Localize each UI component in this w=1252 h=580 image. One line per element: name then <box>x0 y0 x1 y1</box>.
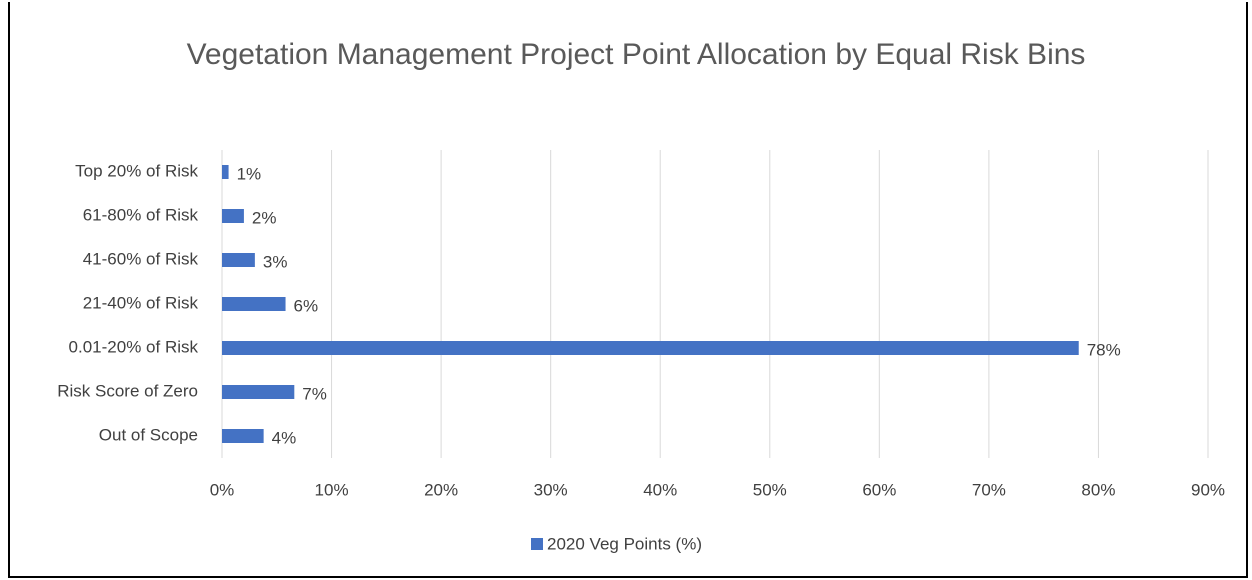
x-tick-label: 90% <box>1191 480 1225 499</box>
y-tick-label: 0.01-20% of Risk <box>69 337 199 356</box>
data-label: 2% <box>252 208 277 227</box>
x-tick-label: 70% <box>972 480 1006 499</box>
x-tick-label: 60% <box>862 480 896 499</box>
chart-frame <box>8 2 1248 578</box>
x-tick-label: 10% <box>315 480 349 499</box>
x-tick-label: 80% <box>1081 480 1115 499</box>
legend-swatch <box>531 538 543 550</box>
y-tick-label: 21-40% of Risk <box>83 293 199 312</box>
x-tick-label: 0% <box>210 480 235 499</box>
data-label: 78% <box>1087 340 1121 359</box>
legend-label: 2020 Veg Points (%) <box>547 534 702 553</box>
bar <box>222 297 286 311</box>
chart-title: Vegetation Management Project Point Allo… <box>186 38 1086 71</box>
data-label: 7% <box>302 384 327 403</box>
bar <box>222 165 229 179</box>
bar <box>222 341 1079 355</box>
bar <box>222 209 244 223</box>
x-tick-label: 30% <box>534 480 568 499</box>
y-tick-label: Out of Scope <box>99 425 198 444</box>
y-tick-label: 41-60% of Risk <box>83 249 199 268</box>
bar <box>222 429 264 443</box>
bar <box>222 385 295 399</box>
y-tick-label: Top 20% of Risk <box>75 161 198 180</box>
data-label: 3% <box>263 252 288 271</box>
y-tick-label: Risk Score of Zero <box>57 381 198 400</box>
x-tick-label: 40% <box>643 480 677 499</box>
x-tick-label: 50% <box>753 480 787 499</box>
y-tick-label: 61-80% of Risk <box>83 205 199 224</box>
data-label: 1% <box>237 164 262 183</box>
data-label: 4% <box>272 428 297 447</box>
data-label: 6% <box>294 296 319 315</box>
bar <box>222 253 255 267</box>
x-tick-label: 20% <box>424 480 458 499</box>
